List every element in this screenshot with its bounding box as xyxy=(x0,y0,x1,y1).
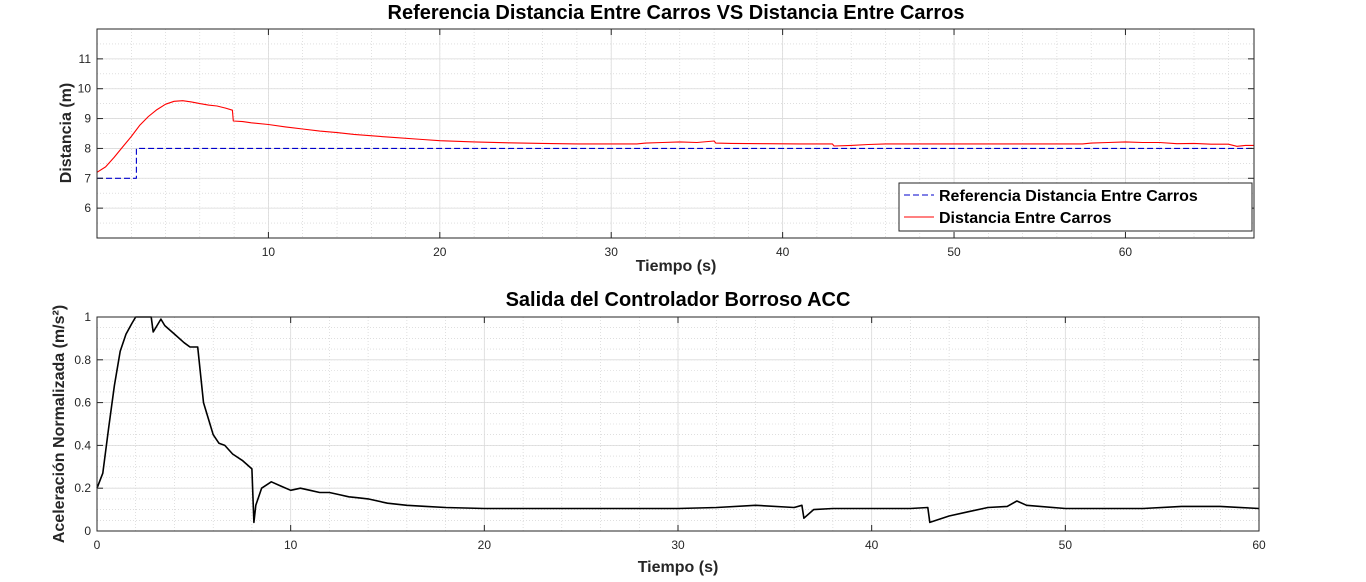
x-tick-label: 10 xyxy=(262,245,276,259)
x-tick-label: 40 xyxy=(865,538,879,552)
x-tick-label: 20 xyxy=(433,245,447,259)
controller-output-chart-ticks: 0 10 20 30 40 50 60 0 0.2 0.4 0.6 0.8 1 xyxy=(74,310,1266,552)
x-tick-label: 30 xyxy=(671,538,685,552)
x-tick-label: 30 xyxy=(605,245,619,259)
y-tick-label: 0 xyxy=(84,524,91,538)
y-tick-label: 0.4 xyxy=(74,438,91,452)
y-tick-label: 1 xyxy=(84,310,91,324)
y-tick-label: 11 xyxy=(79,52,92,66)
x-tick-label: 60 xyxy=(1252,538,1266,552)
distancia-entre-carros-series-line xyxy=(96,100,1254,173)
x-tick-label: 20 xyxy=(478,538,492,552)
y-tick-label: 0.8 xyxy=(74,353,91,367)
acceleration-series-line xyxy=(96,316,1260,524)
distance-chart-ylabel: Distancia (m) xyxy=(58,83,75,183)
x-tick-label: 60 xyxy=(1119,245,1133,259)
y-tick-label: 9 xyxy=(84,112,91,126)
controller-output-chart: Salida del Controlador Borroso ACC 0 10 20… xyxy=(51,289,1266,576)
y-tick-label: 0.6 xyxy=(74,396,91,410)
distance-chart-axes-box xyxy=(96,28,1255,239)
x-tick-label: 50 xyxy=(947,245,961,259)
legend-box xyxy=(898,182,1253,232)
referencia-distancia-entre-carros-series-line xyxy=(97,147,1254,179)
controller-output-chart-ylabel: Aceleración Normalizada (m/s²) xyxy=(51,305,68,543)
x-tick-label: 50 xyxy=(1059,538,1073,552)
y-tick-label: 10 xyxy=(78,82,92,96)
distance-chart-series xyxy=(96,100,1254,179)
x-tick-label: 0 xyxy=(94,538,101,552)
distance-chart-legend: Referencia Distancia Entre Carros Distan… xyxy=(898,182,1253,232)
y-tick-label: 6 xyxy=(84,201,91,215)
distance-chart-xlabel: Tiempo (s) xyxy=(636,258,717,275)
y-tick-label: 7 xyxy=(84,171,91,185)
x-tick-label: 10 xyxy=(284,538,298,552)
legend-distance-label: Distancia Entre Carros xyxy=(939,210,1112,227)
controller-output-chart-title: Salida del Controlador Borroso ACC xyxy=(506,289,851,311)
x-tick-label: 40 xyxy=(776,245,790,259)
controller-output-chart-xlabel: Tiempo (s) xyxy=(638,559,719,576)
y-tick-label: 0.2 xyxy=(74,481,91,495)
y-tick-label: 8 xyxy=(84,141,91,155)
legend-reference-label: Referencia Distancia Entre Carros xyxy=(939,188,1198,205)
distance-chart-title: Referencia Distancia Entre Carros VS Dis… xyxy=(388,2,965,24)
distance-chart-ticks: 10 20 30 40 50 60 6 7 8 9 10 11 xyxy=(78,29,1254,259)
controller-output-chart-series xyxy=(96,316,1260,524)
controller-output-chart-grid xyxy=(96,316,1260,532)
distance-chart: Referencia Distancia Entre Carros VS Dis… xyxy=(58,2,1255,275)
